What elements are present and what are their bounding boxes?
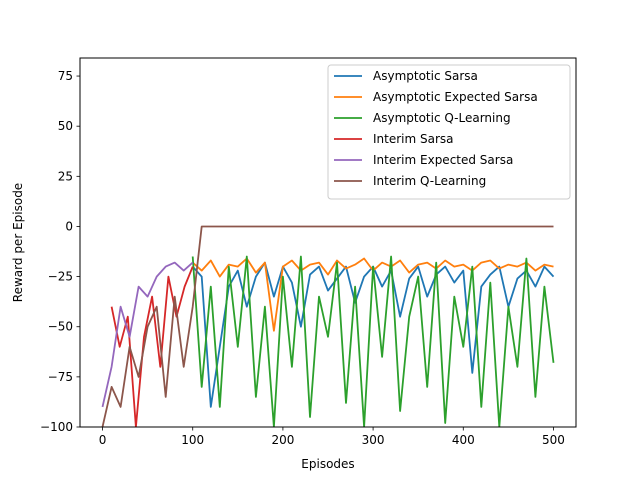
series-layer [101,225,555,427]
y-tick-label: 0 [65,219,73,233]
plot-frame [79,57,577,428]
y-tick-label: 50 [58,119,73,133]
x-tick-label: 200 [271,433,294,447]
legend-label: Interim Sarsa [373,132,454,146]
x-axis-label: Episodes [301,457,354,471]
x-axis: 0 100 200 300 400 500 [99,427,565,447]
legend-label: Interim Expected Sarsa [373,153,513,167]
series-line-interim-q-learning [101,225,554,427]
y-tick-label: −75 [48,370,73,384]
legend-label: Asymptotic Sarsa [373,69,478,83]
x-tick-label: 0 [99,433,107,447]
series-line-asymptotic-q-learning [191,255,555,427]
y-tick-label: 25 [58,169,73,183]
y-axis: −100 −75 −50 −25 0 25 50 75 [40,69,80,434]
x-tick-label: 500 [542,433,565,447]
legend-label: Asymptotic Q-Learning [373,111,511,125]
x-tick-label: 400 [452,433,475,447]
legend: Asymptotic Sarsa Asymptotic Expected Sars… [327,64,571,200]
series-line-interim-expected-sarsa [101,261,194,408]
y-axis-label: Reward per Episode [11,183,25,302]
legend-box [327,64,571,200]
y-tick-label: −100 [40,420,73,434]
legend-label: Asymptotic Expected Sarsa [373,90,538,104]
y-tick-label: −50 [48,320,73,334]
x-tick-label: 100 [181,433,204,447]
series-line-interim-sarsa [110,266,194,427]
y-tick-label: −25 [48,270,73,284]
y-tick-label: 75 [58,69,73,83]
x-tick-label: 300 [362,433,385,447]
legend-label: Interim Q-Learning [373,174,486,188]
